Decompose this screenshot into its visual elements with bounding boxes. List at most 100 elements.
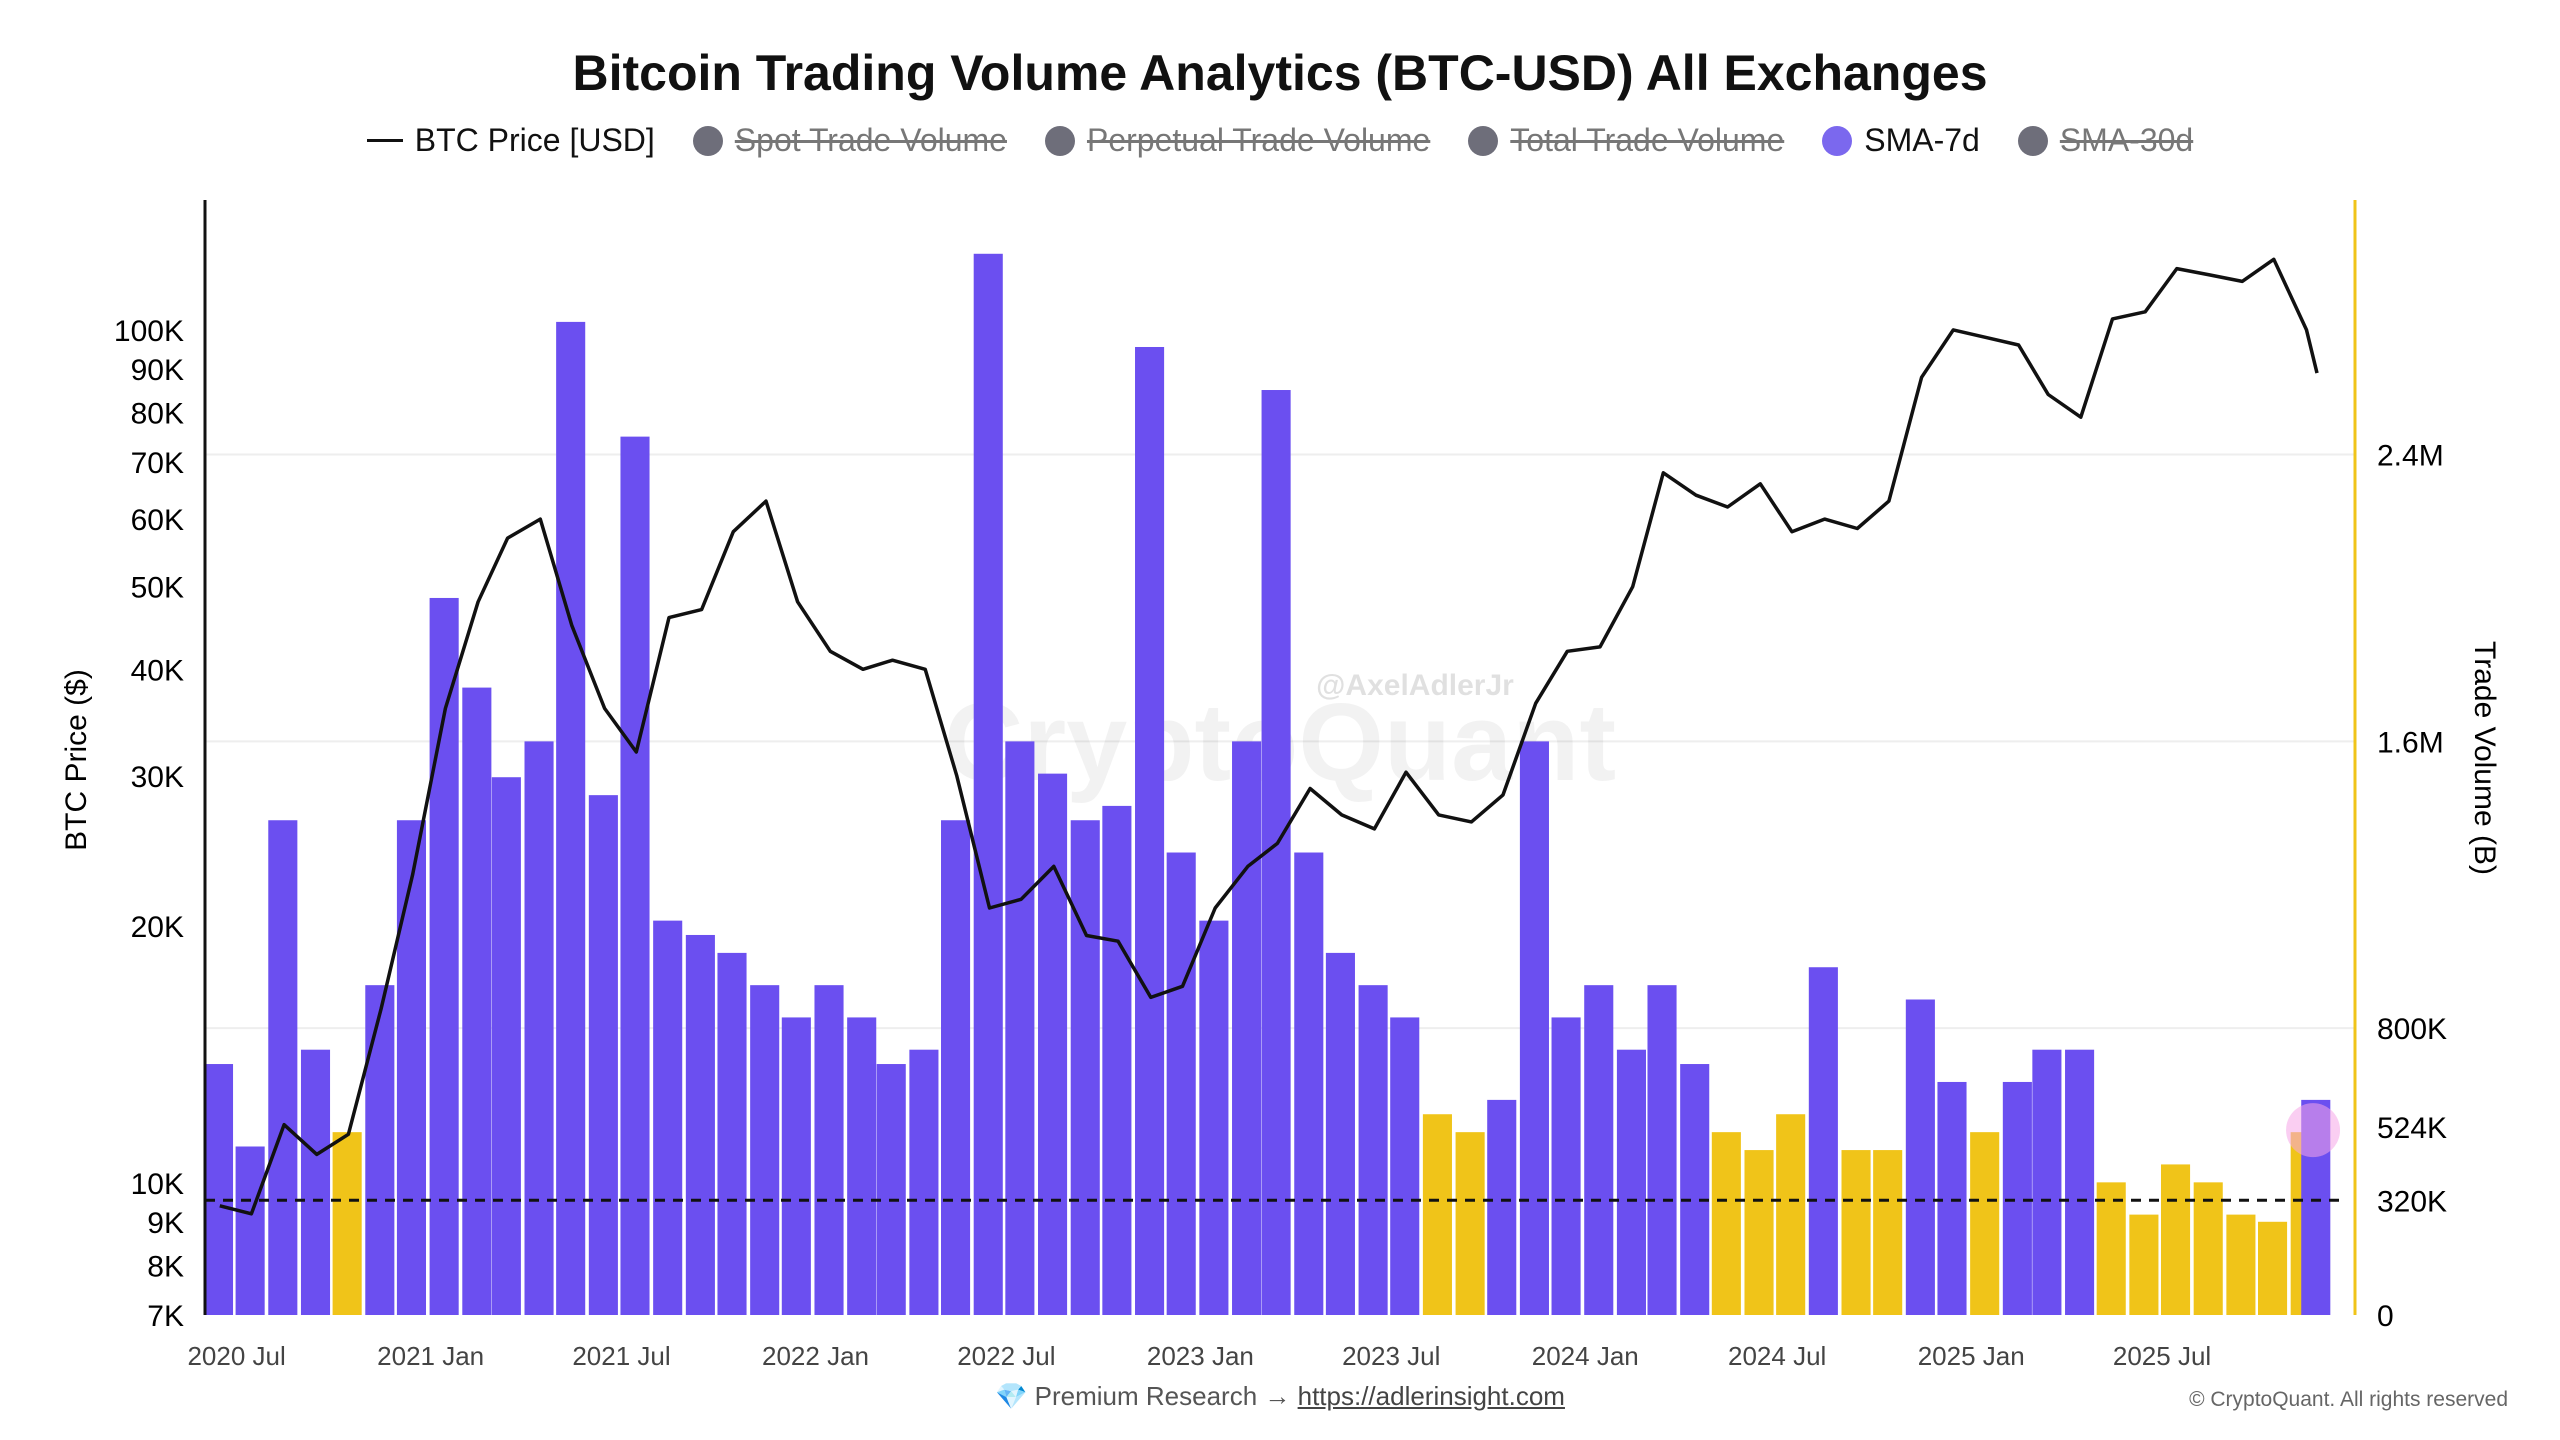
y-left-tick-label: 40K — [131, 654, 184, 687]
footer-text: Premium Research → — [1034, 1381, 1291, 1411]
y-left-tick-label: 90K — [131, 354, 184, 387]
volume-bar — [524, 741, 554, 1315]
volume-bar — [462, 687, 492, 1315]
volume-bar — [300, 1049, 331, 1315]
latest-point-marker — [2286, 1103, 2341, 1158]
volume-bar — [203, 1064, 234, 1315]
volume-bar — [2226, 1214, 2256, 1315]
x-tick-label: 2021 Jul — [572, 1341, 670, 1371]
volume-bar — [268, 820, 298, 1315]
volume-bar — [781, 1017, 811, 1315]
y-left-tick-label: 7K — [147, 1300, 184, 1333]
x-tick-label: 2025 Jul — [2113, 1341, 2211, 1371]
volume-bar — [1325, 952, 1355, 1315]
legend-label: SMA-7d — [1864, 122, 1980, 158]
y-left-tick-label: 50K — [131, 572, 184, 605]
btc-price-line — [219, 257, 2319, 1216]
legend-item-spot-volume[interactable]: Spot Trade Volume — [692, 122, 1007, 159]
volume-bar — [2129, 1214, 2159, 1315]
volume-bar — [2065, 1049, 2095, 1315]
footer: 💎 Premium Research → https://adlerinsigh… — [0, 1381, 2560, 1412]
volume-bar — [1841, 1150, 1871, 1315]
y-left-tick-label: 70K — [131, 447, 184, 480]
volume-bar — [1584, 985, 1614, 1315]
y-left-tick-label: 10K — [131, 1168, 184, 1201]
volume-bar — [1551, 1017, 1581, 1315]
legend-label: SMA-30d — [2059, 122, 2194, 158]
legend-item-sma-7d[interactable]: SMA-7d — [1822, 122, 1980, 159]
volume-bar — [2096, 1182, 2126, 1315]
volume-bar — [1038, 773, 1068, 1315]
legend-item-perpetual-volume[interactable]: Perpetual Trade Volume — [1044, 122, 1431, 159]
y-right-tick-label: 524K — [2377, 1112, 2447, 1145]
copyright: © CryptoQuant. All rights reserved — [2189, 1388, 2508, 1411]
y-left-tick-label: 30K — [131, 761, 184, 794]
legend-label: Spot Trade Volume — [734, 122, 1007, 158]
y-right-tick-label: 1.6M — [2377, 726, 2444, 759]
volume-bar — [847, 1017, 877, 1315]
x-tick-label: 2024 Jul — [1728, 1341, 1826, 1371]
dot-icon — [1044, 125, 1075, 156]
volume-bar — [2193, 1182, 2223, 1315]
price-line — [219, 257, 2341, 1216]
chart-title: Bitcoin Trading Volume Analytics (BTC-US… — [572, 45, 1988, 101]
volume-bar — [1358, 985, 1388, 1315]
legend-item-sma-30d[interactable]: SMA-30d — [2017, 122, 2194, 159]
volume-bar — [556, 321, 586, 1315]
x-tick-label: 2024 Jan — [1532, 1341, 1639, 1371]
volume-bar — [717, 952, 747, 1315]
watermark-handle: @AxelAdlerJr — [1316, 669, 1514, 702]
volume-bar — [814, 985, 844, 1315]
volume-bar — [1647, 985, 1677, 1315]
volume-bar — [620, 436, 650, 1315]
volume-bar — [1487, 1099, 1517, 1315]
volume-bar — [1905, 999, 1935, 1315]
dot-icon — [1468, 125, 1499, 156]
volume-bar — [973, 253, 1003, 1316]
volume-bar — [909, 1049, 939, 1315]
volume-bar — [1199, 920, 1229, 1315]
y-left-tick-label: 80K — [131, 398, 184, 431]
x-tick-label: 2022 Jan — [762, 1341, 869, 1371]
volume-bar — [2002, 1081, 2032, 1315]
x-tick-label: 2020 Jul — [187, 1341, 285, 1371]
volume-bar — [2032, 1049, 2062, 1315]
footer-link[interactable]: https://adlerinsight.com — [1297, 1381, 1565, 1411]
x-tick-label: 2023 Jan — [1147, 1341, 1254, 1371]
gem-icon: 💎 — [995, 1381, 1028, 1411]
volume-bar — [941, 820, 971, 1315]
x-tick-label: 2022 Jul — [957, 1341, 1055, 1371]
volume-bar — [1616, 1049, 1646, 1315]
y-right-tick-label: 800K — [2377, 1013, 2447, 1046]
legend-item-total-volume[interactable]: Total Trade Volume — [1468, 122, 1784, 159]
volume-bar — [1390, 1017, 1420, 1315]
volume-bar — [653, 920, 683, 1315]
legend-label: Perpetual Trade Volume — [1086, 122, 1431, 158]
volume-bar — [1519, 741, 1549, 1315]
volume-bar — [1970, 1132, 2000, 1315]
volume-bar — [429, 597, 459, 1315]
y-left-tick-label: 9K — [147, 1207, 184, 1240]
legend: BTC Price [USD] Spot Trade Volume Perpet… — [0, 122, 2560, 159]
volume-bar — [1294, 852, 1324, 1315]
volume-bar — [1680, 1064, 1710, 1315]
volume-bar — [396, 820, 427, 1315]
volume-bar — [2160, 1164, 2191, 1315]
volume-bar — [1937, 1081, 1967, 1315]
volume-bar — [365, 985, 395, 1315]
tick-labels: 7K 8K 9K 10K 20K 30K 40K 50K 60K 70K 80K 90K 100K 0 32… — [114, 315, 2447, 1371]
legend-item-btc-price[interactable]: BTC Price [USD] — [366, 122, 655, 159]
x-tick-label: 2021 Jan — [377, 1341, 484, 1371]
y-right-tick-label: 320K — [2377, 1185, 2447, 1218]
legend-label: BTC Price [USD] — [414, 122, 655, 158]
volume-bar — [1232, 741, 1262, 1315]
volume-bar — [1070, 820, 1100, 1315]
volume-bar — [1455, 1132, 1485, 1315]
volume-bar — [1776, 1114, 1806, 1315]
volume-bar — [588, 795, 618, 1315]
axes — [203, 200, 2357, 1315]
volume-bar — [1102, 805, 1132, 1315]
y-left-tick-label: 8K — [147, 1251, 184, 1284]
volume-bar — [1744, 1150, 1774, 1315]
